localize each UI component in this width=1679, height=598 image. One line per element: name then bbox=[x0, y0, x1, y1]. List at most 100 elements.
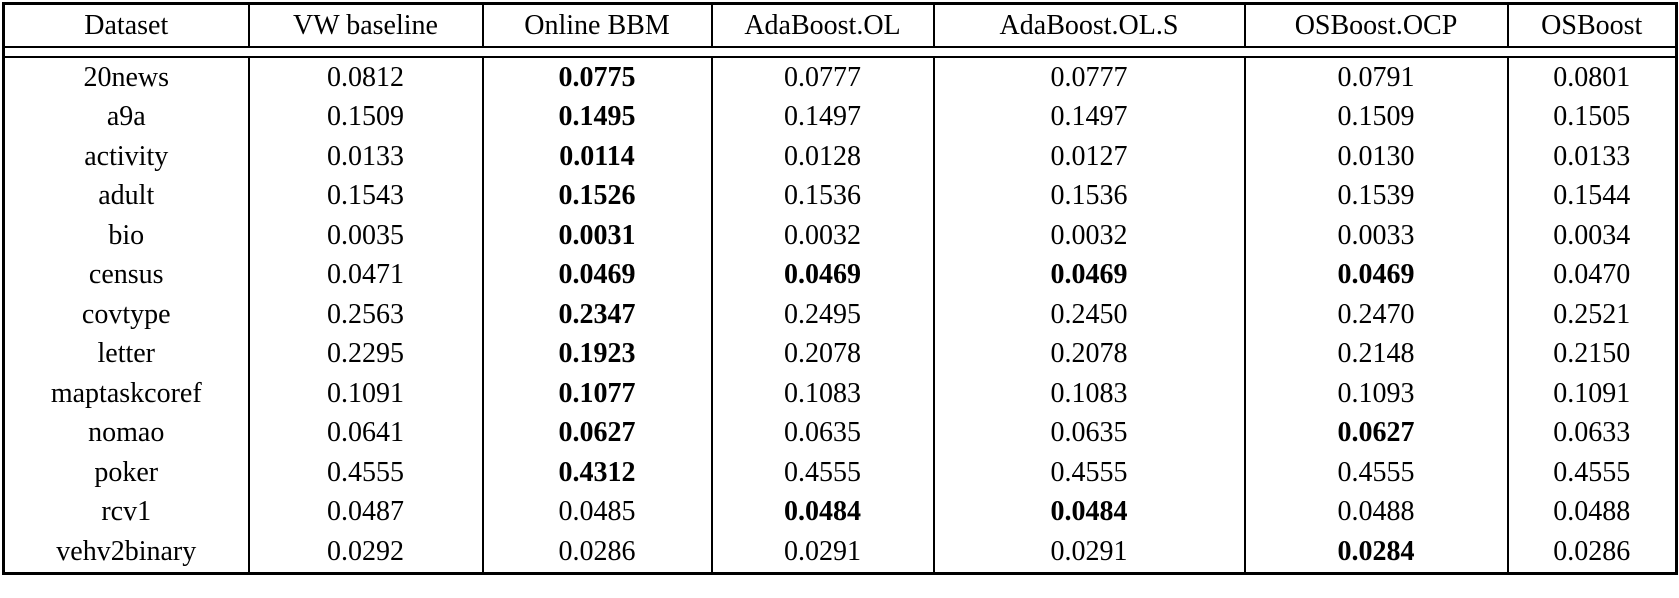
table-row: letter 0.2295 0.1923 0.2078 0.2078 0.2148 0.21… bbox=[4, 334, 1677, 374]
table-row: census 0.0471 0.0469 0.0469 0.0469 0.0469 0.04… bbox=[4, 255, 1677, 295]
error-value-cell: 0.0633 bbox=[1506, 413, 1677, 453]
table-row: nomao 0.0641 0.0627 0.0635 0.0635 0.0627 0.063… bbox=[4, 413, 1677, 453]
error-value-cell: 0.1509 bbox=[1243, 97, 1508, 137]
error-value-cell: 0.0488 bbox=[1506, 492, 1677, 532]
error-value-cell: 0.4555 bbox=[247, 453, 483, 493]
column-header-osboost: OSBoost bbox=[1506, 3, 1677, 48]
error-value-cell: 0.0469 bbox=[1243, 255, 1508, 295]
column-header-online-bbm: Online BBM bbox=[481, 3, 712, 48]
error-value-cell: 0.0488 bbox=[1243, 492, 1508, 532]
error-value-cell: 0.2450 bbox=[932, 295, 1245, 335]
error-value-cell: 0.1536 bbox=[710, 176, 934, 216]
double-rule-spacer bbox=[3, 47, 1677, 58]
error-value-cell: 0.0032 bbox=[932, 216, 1245, 256]
error-rate-comparison-table: Dataset VW baseline Online BBM AdaBoost.… bbox=[2, 2, 1678, 575]
table-row: 20news 0.0812 0.0775 0.0777 0.0777 0.0791 0.08… bbox=[4, 57, 1677, 98]
error-value-cell: 0.0801 bbox=[1506, 57, 1677, 98]
dataset-name-cell: 20news bbox=[83, 61, 170, 93]
error-value-cell: 0.0127 bbox=[932, 137, 1245, 177]
dataset-name-cell: a9a bbox=[106, 101, 146, 133]
dataset-name-cell: bio bbox=[108, 219, 145, 251]
error-value-cell: 0.1497 bbox=[710, 97, 934, 137]
error-value-cell: 0.0292 bbox=[247, 532, 483, 573]
header-row: Dataset VW baseline Online BBM AdaBoost.… bbox=[3, 3, 1677, 48]
error-value-cell: 0.4312 bbox=[481, 453, 712, 493]
error-value-cell: 0.0035 bbox=[247, 216, 483, 256]
column-header-vw-baseline: VW baseline bbox=[247, 3, 483, 48]
error-value-cell: 0.0032 bbox=[710, 216, 934, 256]
error-value-cell: 0.0484 bbox=[932, 492, 1245, 532]
error-value-cell: 0.2078 bbox=[710, 334, 934, 374]
error-value-cell: 0.0128 bbox=[710, 137, 934, 177]
error-value-cell: 0.0133 bbox=[247, 137, 483, 177]
error-value-cell: 0.0487 bbox=[247, 492, 483, 532]
error-value-cell: 0.0033 bbox=[1243, 216, 1508, 256]
error-value-cell: 0.2563 bbox=[247, 295, 483, 335]
error-value-cell: 0.0469 bbox=[481, 255, 712, 295]
error-value-cell: 0.1497 bbox=[932, 97, 1245, 137]
dataset-name-cell: census bbox=[88, 259, 164, 291]
error-value-cell: 0.0130 bbox=[1243, 137, 1508, 177]
error-value-cell: 0.2078 bbox=[932, 334, 1245, 374]
error-value-cell: 0.2495 bbox=[710, 295, 934, 335]
error-value-cell: 0.0627 bbox=[481, 413, 712, 453]
dataset-name-cell: rcv1 bbox=[101, 496, 152, 528]
error-value-cell: 0.0627 bbox=[1243, 413, 1508, 453]
error-value-cell: 0.0635 bbox=[932, 413, 1245, 453]
table-body: 20news 0.0812 0.0775 0.0777 0.0777 0.0791 0.08… bbox=[3, 47, 1677, 573]
error-value-cell: 0.4555 bbox=[710, 453, 934, 493]
error-value-cell: 0.0485 bbox=[481, 492, 712, 532]
error-value-cell: 0.4555 bbox=[932, 453, 1245, 493]
error-value-cell: 0.1543 bbox=[247, 176, 483, 216]
error-value-cell: 0.0791 bbox=[1243, 57, 1508, 98]
error-value-cell: 0.1091 bbox=[247, 374, 483, 414]
error-value-cell: 0.0284 bbox=[1243, 532, 1508, 573]
error-value-cell: 0.2347 bbox=[481, 295, 712, 335]
error-value-cell: 0.2470 bbox=[1243, 295, 1508, 335]
error-value-cell: 0.0484 bbox=[710, 492, 934, 532]
table-row: poker 0.4555 0.4312 0.4555 0.4555 0.4555 0.455… bbox=[4, 453, 1677, 493]
error-value-cell: 0.0469 bbox=[710, 255, 934, 295]
table-row: vehv2binary 0.0292 0.0286 0.0291 0.0291 0.028… bbox=[4, 532, 1677, 573]
dataset-name-cell: covtype bbox=[81, 298, 171, 330]
table-row: covtype 0.2563 0.2347 0.2495 0.2450 0.2470 0.2… bbox=[4, 295, 1677, 335]
error-value-cell: 0.2148 bbox=[1243, 334, 1508, 374]
error-value-cell: 0.1091 bbox=[1506, 374, 1677, 414]
error-value-cell: 0.0291 bbox=[932, 532, 1245, 573]
error-value-cell: 0.0777 bbox=[710, 57, 934, 98]
error-value-cell: 0.0471 bbox=[247, 255, 483, 295]
error-value-cell: 0.0469 bbox=[932, 255, 1245, 295]
table-row: maptaskcoref 0.1091 0.1077 0.1083 0.1083 0.10… bbox=[4, 374, 1677, 414]
error-value-cell: 0.0286 bbox=[481, 532, 712, 573]
table-row: adult 0.1543 0.1526 0.1536 0.1536 0.1539 0.154… bbox=[4, 176, 1677, 216]
error-value-cell: 0.1083 bbox=[710, 374, 934, 414]
error-value-cell: 0.1536 bbox=[932, 176, 1245, 216]
table-header: Dataset VW baseline Online BBM AdaBoost.… bbox=[3, 3, 1677, 48]
column-header-adaboost-ol: AdaBoost.OL bbox=[710, 3, 934, 48]
error-value-cell: 0.0133 bbox=[1506, 137, 1677, 177]
error-value-cell: 0.1544 bbox=[1506, 176, 1677, 216]
error-value-cell: 0.4555 bbox=[1506, 453, 1677, 493]
error-value-cell: 0.1083 bbox=[932, 374, 1245, 414]
dataset-name-cell: adult bbox=[98, 180, 155, 212]
table-row: a9a 0.1509 0.1495 0.1497 0.1497 0.1509 0.1505 bbox=[4, 97, 1677, 137]
error-value-cell: 0.0114 bbox=[481, 137, 712, 177]
table-row: activity 0.0133 0.0114 0.0128 0.0127 0.0130 0.… bbox=[4, 137, 1677, 177]
error-value-cell: 0.0034 bbox=[1506, 216, 1677, 256]
error-value-cell: 0.1077 bbox=[481, 374, 712, 414]
error-value-cell: 0.4555 bbox=[1243, 453, 1508, 493]
dataset-name-cell: vehv2binary bbox=[56, 535, 197, 567]
error-value-cell: 0.0286 bbox=[1506, 532, 1677, 573]
column-header-dataset: Dataset bbox=[3, 3, 249, 48]
error-value-cell: 0.1539 bbox=[1243, 176, 1508, 216]
error-value-cell: 0.0641 bbox=[247, 413, 483, 453]
error-value-cell: 0.0291 bbox=[710, 532, 934, 573]
column-header-adaboost-ol-s: AdaBoost.OL.S bbox=[932, 3, 1245, 48]
error-value-cell: 0.1093 bbox=[1243, 374, 1508, 414]
error-value-cell: 0.0635 bbox=[710, 413, 934, 453]
dataset-name-cell: letter bbox=[97, 338, 156, 370]
error-value-cell: 0.2150 bbox=[1506, 334, 1677, 374]
error-value-cell: 0.1509 bbox=[247, 97, 483, 137]
error-value-cell: 0.2295 bbox=[247, 334, 483, 374]
dataset-name-cell: maptaskcoref bbox=[50, 377, 202, 409]
